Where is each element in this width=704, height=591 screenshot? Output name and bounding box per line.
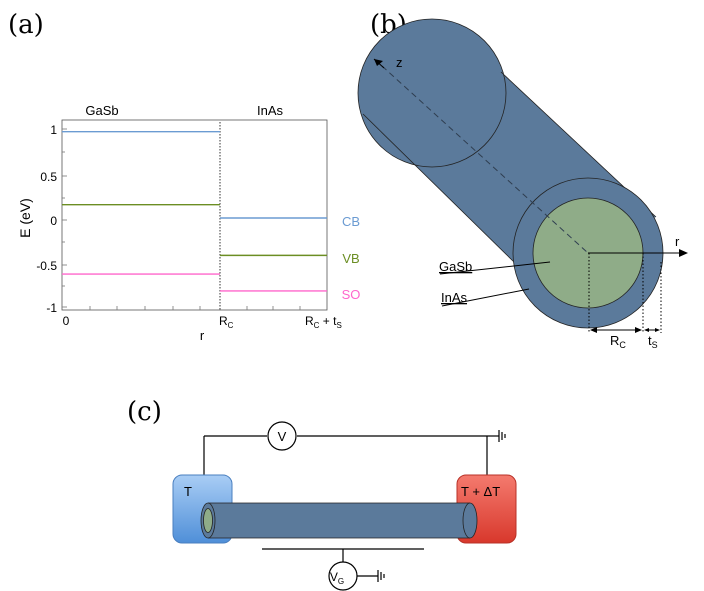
y-tick-label: 1: [50, 123, 57, 137]
inas-callout: InAs: [441, 290, 468, 305]
nanowire-cylinder: [357, 18, 664, 329]
band-label-so: SO: [342, 287, 361, 302]
region-gasb-label: GaSb: [85, 103, 118, 118]
panel-c: (c) V T T + ΔT: [127, 397, 517, 591]
y-tick-label: 0.5: [40, 170, 57, 184]
rc-arrow-left: [590, 327, 597, 333]
plot-frame: [61, 119, 328, 311]
inas-leader: [441, 288, 530, 307]
measurement-wire: [203, 435, 490, 475]
panel-c-tag: (c): [127, 397, 162, 427]
y-tick-label: 0: [50, 214, 57, 228]
ts-arrow-right: [655, 328, 660, 332]
band-label-vb: VB: [342, 251, 359, 266]
ts-label: tS: [648, 333, 658, 350]
gate-voltage-label: VG: [330, 570, 344, 586]
gate-ground-icon: [357, 570, 385, 582]
nanowire-body: [208, 503, 470, 538]
contact-hot-label: T + ΔT: [461, 484, 500, 499]
r-arrow-head: [679, 249, 688, 257]
panel-a-tag: (a): [8, 10, 44, 40]
panel-b: (b) z r RC: [357, 10, 688, 350]
y-tick-marks: [62, 128, 67, 308]
gasb-leader: [439, 261, 551, 275]
cylinder-edge-bottom: [362, 113, 516, 264]
z-axis-label: z: [396, 55, 403, 70]
r-axis-label: r: [675, 234, 680, 249]
z-axis-dashed: [381, 65, 589, 254]
voltmeter-icon: [267, 421, 297, 451]
panel-a: (a) GaSb InAs 1: [8, 10, 360, 343]
rc-label: RC: [610, 333, 626, 350]
x-tick-label-rc-ts: RC + tS: [305, 314, 342, 330]
y-tick-label: -0.5: [36, 259, 57, 273]
x-tick-label-zero: 0: [63, 314, 70, 328]
x-tick-label-rc: RC: [219, 314, 234, 330]
ground-icon: [490, 430, 506, 442]
voltmeter-label: V: [278, 429, 287, 444]
band-label-cb: CB: [342, 214, 360, 229]
ts-arrow-left: [644, 328, 649, 332]
region-inas-label: InAs: [257, 103, 284, 118]
z-arrow-head: [374, 59, 383, 66]
contact-cold-label: T: [184, 484, 192, 499]
x-axis-label: r: [200, 328, 205, 343]
y-axis-label: E (eV): [17, 198, 33, 238]
nanowire: [200, 502, 478, 539]
band-lines: [62, 130, 327, 292]
x-tick-marks: [89, 306, 301, 310]
dimension-guides: [588, 253, 662, 333]
y-tick-label: -1: [46, 301, 57, 315]
rc-arrow-right: [635, 327, 642, 333]
cylinder-back-end: [357, 18, 507, 168]
nanowire-core-end: [203, 508, 213, 533]
gasb-callout: GaSb: [439, 259, 472, 274]
nanowire-end-right: [462, 502, 478, 539]
